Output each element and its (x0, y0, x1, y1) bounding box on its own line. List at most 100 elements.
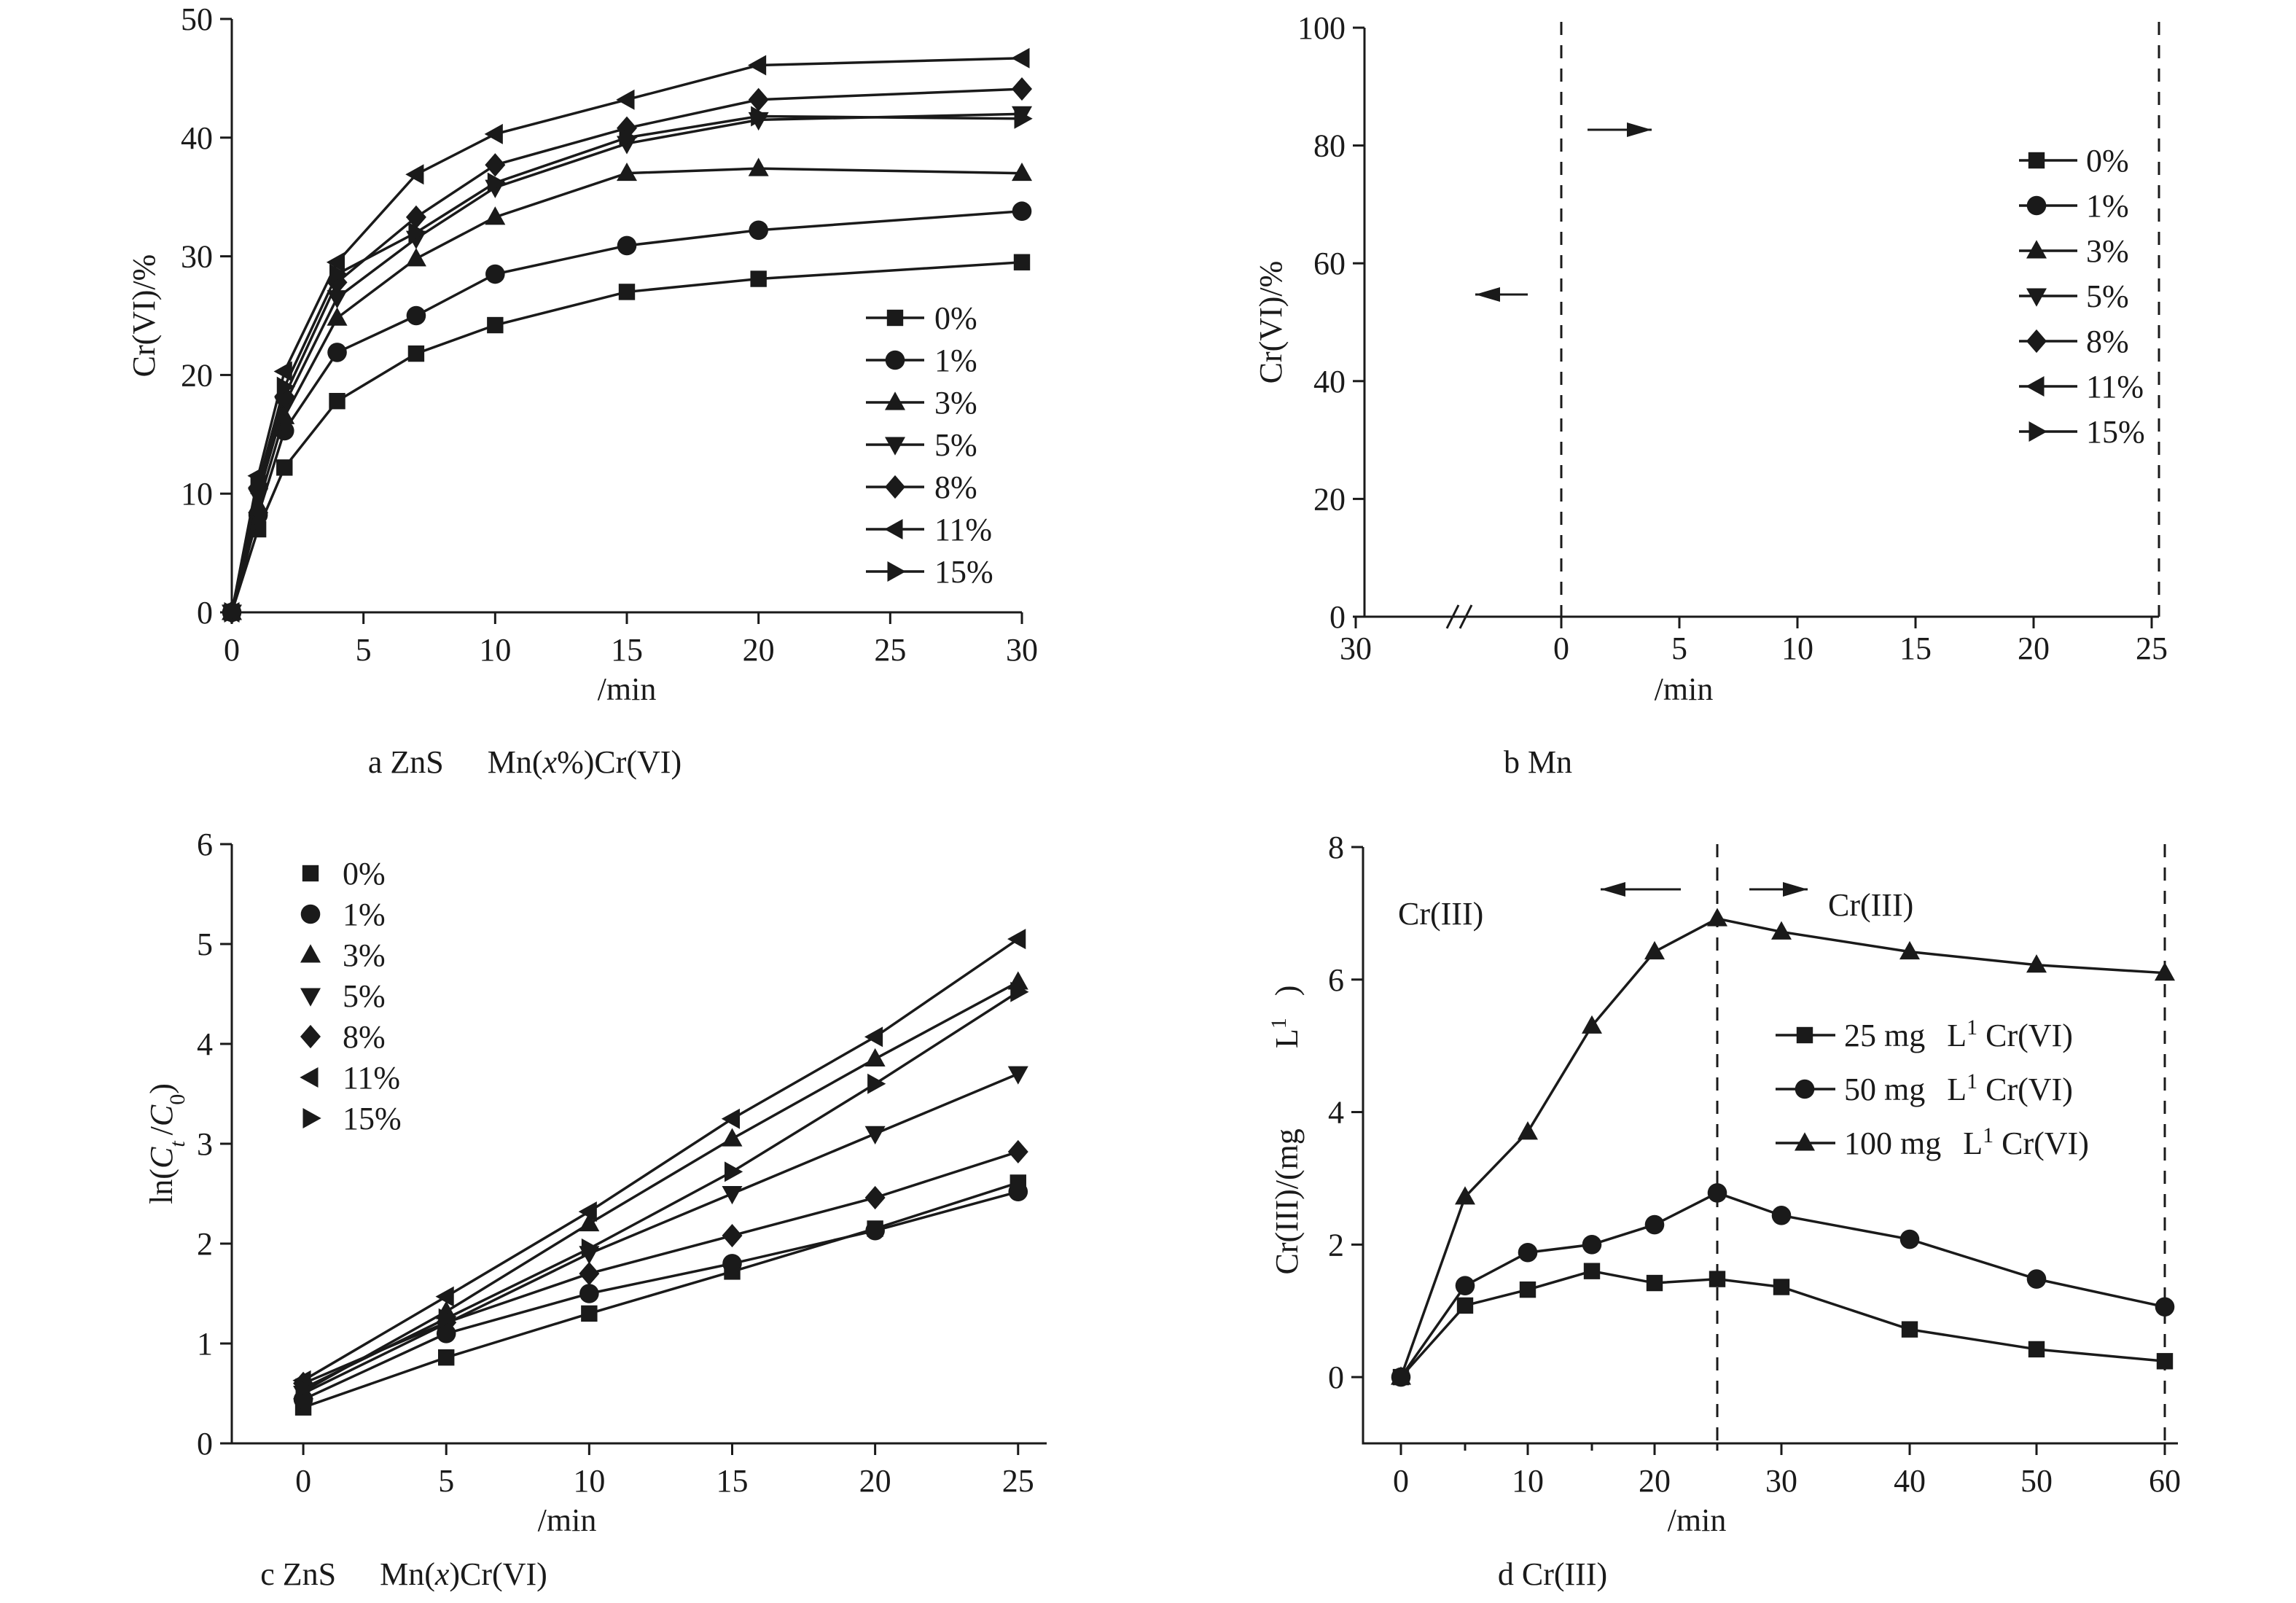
chart-d-series-1-point (1644, 1214, 1665, 1235)
chart-c-legend-marker (302, 1108, 321, 1128)
chart-d-ylabel-part: ) (1269, 986, 1305, 996)
chart-b-xtick-label: 15 (1899, 631, 1932, 666)
chart-d-series-2-point (1582, 1015, 1602, 1034)
chart-b-legend-marker (2026, 288, 2047, 307)
chart-b-legend-label: 11% (2086, 369, 2144, 405)
chart-b-legend-marker (2026, 329, 2047, 354)
chart-c-ylabel-part: t (165, 1141, 190, 1147)
chart-d-series-0-point (1583, 1263, 1601, 1279)
chart-c-ylabel-part: C (144, 1104, 179, 1126)
chart-a-series-1-point (406, 305, 426, 326)
chart-b-arrow-left (1475, 287, 1528, 302)
chart-a-xtick-label: 10 (479, 632, 511, 668)
chart-d-series-1-point (1582, 1235, 1602, 1255)
chart-d-series-0-point (1773, 1279, 1790, 1295)
chart-d-legend-label-part: 50 mg (1844, 1072, 1925, 1107)
chart-c-series-0-point (438, 1349, 455, 1366)
chart-a-series-1-point (617, 235, 637, 256)
chart-d-ytick-label: 0 (1328, 1360, 1344, 1395)
chart-b-ytick-label: 80 (1313, 128, 1346, 164)
chart-c-caption-part: Mn( (380, 1556, 435, 1592)
chart-c-legend-marker (300, 988, 321, 1007)
chart-a-series-6-point (1014, 108, 1033, 129)
chart-a-series-6-point (408, 222, 427, 243)
chart-d-series-1-point (2155, 1297, 2175, 1317)
chart-c-axes (230, 844, 1047, 1445)
chart-d-series-2-point (1899, 940, 1920, 960)
chart-d-xtick-label: 60 (2149, 1463, 2181, 1499)
chart-b-xtick-label: 0 (1553, 631, 1569, 666)
chart-a: 0 5 10 15 20 25 30 0 10 20 30 40 50/min Cr(VI)/% 0% 1% 3… (126, 1, 1038, 780)
chart-d-region-label-right: Cr(III) (1828, 887, 1913, 923)
chart-a-series-2-point (405, 248, 426, 267)
chart-d-series-2-line (1399, 917, 2166, 1378)
chart-d-legend-label-part: L (1947, 1018, 1967, 1053)
chart-c-ytick-label: 6 (197, 827, 213, 862)
chart-d-axes (1362, 847, 2178, 1445)
chart-a-ytick-label: 20 (181, 357, 213, 393)
chart-b-ytick-label: 60 (1313, 246, 1346, 281)
chart-a-series-5-point (273, 361, 292, 382)
chart-c-ylabel-part: / (144, 1126, 179, 1135)
chart-c-legend-label: 5% (343, 978, 386, 1014)
chart-d-legend-label: 25 mg L1 Cr(VI) (1844, 1015, 2073, 1054)
chart-b-legend-marker (2026, 376, 2045, 397)
chart-a-series-4-point (485, 153, 506, 177)
chart-a-xtick-label: 0 (224, 632, 240, 668)
chart-d-ylabel-part: Cr(III)/(mg (1269, 1128, 1305, 1274)
chart-b-axis-break (1459, 604, 1473, 629)
chart-c-series-1-point (1008, 1182, 1028, 1202)
chart-a-series-0-point (276, 459, 293, 476)
chart-c-series-0-point (581, 1305, 598, 1322)
chart-a-legend-label: 8% (934, 469, 977, 505)
chart-b-legend-label: 5% (2086, 278, 2129, 314)
chart-a-series-1-point (327, 343, 347, 362)
chart-a-series-0-point (1013, 254, 1031, 270)
chart-d-legend-label-part: Cr(VI) (1977, 1018, 2073, 1053)
chart-c-legend-label: 0% (343, 856, 386, 892)
chart-c-series-4-point (579, 1262, 600, 1286)
chart-d-legend-label-part: 1 (1967, 1069, 1977, 1093)
chart-c-series-6-point (438, 1308, 457, 1329)
chart-a-series-2-line (230, 167, 1023, 613)
chart-a-xtick-label: 15 (611, 632, 643, 668)
chart-a-legend-marker (885, 437, 905, 456)
chart-a-series-6-point (751, 106, 770, 127)
chart-b-axis-break (1445, 604, 1460, 629)
chart-d-legend-label-part: 25 mg (1844, 1018, 1925, 1053)
chart-c-xtick-label: 5 (438, 1463, 454, 1499)
chart-a-ytick-label: 50 (181, 1, 213, 37)
chart-c-legend-label: 8% (343, 1019, 386, 1055)
chart-c-legend-marker (300, 1067, 319, 1088)
chart-a-series-4-point (405, 205, 426, 229)
chart-d-series-0-point (2156, 1353, 2174, 1370)
chart-c-legend-marker (300, 1024, 321, 1049)
chart-a-series-6-point (487, 172, 507, 193)
chart-d-legend-label: 100 mg L1 Cr(VI) (1844, 1123, 2089, 1162)
chart-a-series-2-point (485, 206, 506, 225)
chart-c-series-2-point (722, 1128, 743, 1147)
chart-d-series-1-line (1399, 1191, 2166, 1378)
chart-a-series-1-point (749, 220, 768, 241)
chart-c-caption: c ZnS Mn(x)Cr(VI) (260, 1556, 547, 1592)
chart-a-legend-label: 15% (934, 554, 993, 590)
chart-d-ytick-label: 4 (1328, 1095, 1344, 1131)
chart-a-caption-part: %)Cr(VI) (557, 744, 682, 780)
chart-b-legend-label: 0% (2086, 143, 2129, 179)
chart-c-legend-label: 1% (343, 897, 386, 932)
chart-a-series-5-point (484, 123, 503, 144)
chart-a-xlabel: /min (598, 671, 657, 707)
chart-c-series-6-point (581, 1238, 601, 1259)
chart-a-legend-label: 3% (934, 385, 977, 421)
chart-b-legend-marker (2026, 240, 2047, 259)
chart-a-axes (230, 19, 1022, 614)
chart-a-series-1-point (485, 264, 505, 284)
chart-a-legend-marker (886, 309, 904, 327)
chart-a-legend-label: 5% (934, 427, 977, 463)
chart-a-ytick-label: 10 (181, 476, 213, 512)
chart-a-series-0-point (618, 284, 636, 300)
chart-a-series-6-point (276, 376, 295, 397)
chart-c-series-6-point (1010, 981, 1029, 1002)
chart-d: 0 2 4 6 8 0 10 20 30 40 50 60 Cr(III) Cr(III) /min Cr(I… (1267, 830, 2182, 1592)
chart-d-series-1-point (2026, 1269, 2047, 1289)
